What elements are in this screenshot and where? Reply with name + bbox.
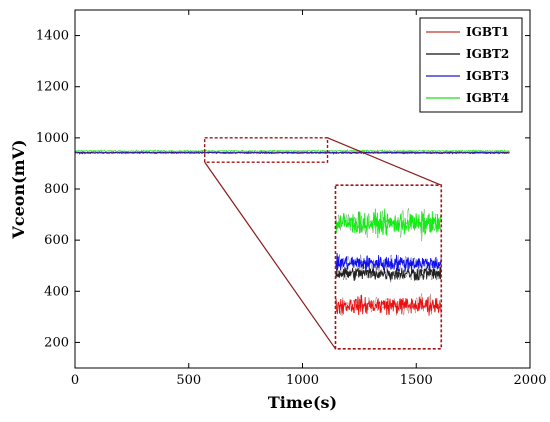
y-tick-label: 200 [44,335,69,350]
zoom-connector-lower [204,161,336,350]
x-tick-label: 1000 [286,373,319,388]
y-tick-label: 1000 [36,131,69,146]
inset-band-igbt1 [335,294,442,316]
legend-label-igbt3: IGBT3 [466,69,509,83]
y-tick-label: 1400 [36,29,69,44]
series-line-igbt3 [74,151,510,155]
legend-box [419,17,523,113]
inset-band-igbt4 [335,208,442,239]
legend-label-igbt1: IGBT1 [466,25,509,39]
zoom-region-box [203,137,329,163]
legend-label-igbt4: IGBT4 [466,91,509,105]
inset-band-igbt2 [335,266,442,281]
x-tick-label: 2000 [513,373,546,388]
y-axis-label: Vceon(mV) [9,139,28,239]
legend-label-igbt2: IGBT2 [466,47,509,61]
y-tick-label: 1200 [36,80,69,95]
y-tick-label: 600 [44,233,69,248]
x-tick-label: 500 [176,373,201,388]
inset-box [334,184,443,350]
inset-band-igbt3 [335,253,442,272]
y-tick-label: 800 [44,182,69,197]
series-line-igbt4 [74,149,510,153]
y-tick-label: 400 [44,284,69,299]
ticks: 0 500 1000 1500 2000 200 400 600 800 1000 1200 1400 [36,10,547,388]
inset-bands [335,207,442,316]
x-tick-label: 1500 [400,373,433,388]
x-axis-label: Time(s) [268,393,337,412]
x-tick-label: 0 [71,373,79,388]
inset-band-dark-igbt1 [335,293,442,316]
plot-content [74,137,510,350]
legend: IGBT1 IGBT2 IGBT3 IGBT4 [419,17,523,113]
zoom-connector-upper [327,137,442,186]
